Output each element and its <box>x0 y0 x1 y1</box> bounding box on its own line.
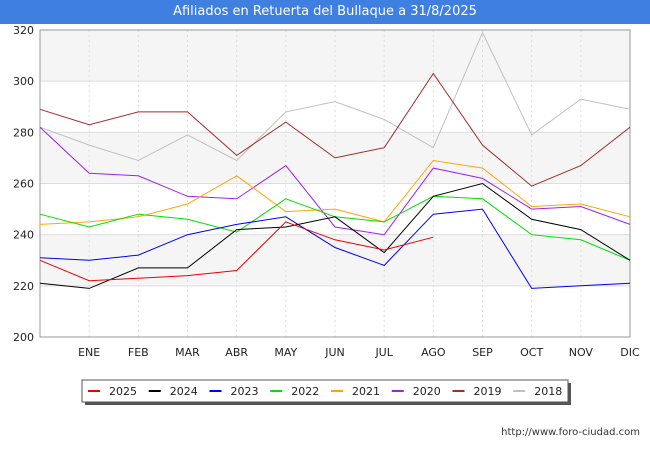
y-tick-label: 240 <box>13 229 34 242</box>
legend-box <box>81 379 569 403</box>
series-line-2023 <box>39 208 631 289</box>
chart-title: Afiliados en Retuerta del Bullaque a 31/… <box>0 0 650 24</box>
series-line-2021 <box>39 159 631 225</box>
x-axis-ticks: ENE FEB MAR ABR MAY JUN JUL AGO SEP OCT NOV DIC <box>78 346 640 359</box>
x-tick-label: JUN <box>324 346 345 359</box>
series-line-2018 <box>39 31 631 162</box>
x-tick-label: FEB <box>128 346 149 359</box>
x-tick-label: OCT <box>520 346 543 359</box>
y-tick-label: 260 <box>13 178 34 191</box>
legend-label-2019: 2019 <box>474 385 502 398</box>
x-tick-label: AGO <box>421 346 446 359</box>
x-tick-label: ENE <box>78 346 100 359</box>
series-line-2025 <box>39 221 434 282</box>
y-tick-label: 220 <box>13 280 34 293</box>
x-tick-label: ABR <box>225 346 248 359</box>
y-axis-ticks: 200 220 240 260 280 300 320 <box>13 24 34 344</box>
y-tick-label: 200 <box>13 331 34 344</box>
series-line-2024 <box>39 182 631 289</box>
y-tick-label: 320 <box>13 24 34 37</box>
x-tick-label: JUL <box>374 346 393 359</box>
legend-label-2021: 2021 <box>352 385 380 398</box>
x-tick-label: NOV <box>569 346 594 359</box>
legend-label-2024: 2024 <box>170 385 198 398</box>
plot-frame <box>39 29 631 338</box>
x-tick-label: SEP <box>472 346 493 359</box>
x-tick-label: MAR <box>175 346 200 359</box>
series-line-2020 <box>39 126 631 236</box>
y-tick-label: 280 <box>13 126 34 139</box>
series-lines <box>39 31 631 289</box>
legend: 2025 2024 2023 2022 2021 2020 2019 2018 <box>81 379 571 405</box>
series-line-2019 <box>39 72 631 187</box>
legend-label-2020: 2020 <box>413 385 441 398</box>
source-credit: http://www.foro-ciudad.com <box>501 427 640 438</box>
legend-label-2025: 2025 <box>109 385 137 398</box>
x-tick-label: DIC <box>620 346 640 359</box>
y-tick-label: 300 <box>13 75 34 88</box>
x-tick-label: MAY <box>274 346 297 359</box>
legend-label-2022: 2022 <box>291 385 319 398</box>
legend-label-2023: 2023 <box>231 385 259 398</box>
grid-lines <box>39 29 631 338</box>
legend-label-2018: 2018 <box>534 385 562 398</box>
